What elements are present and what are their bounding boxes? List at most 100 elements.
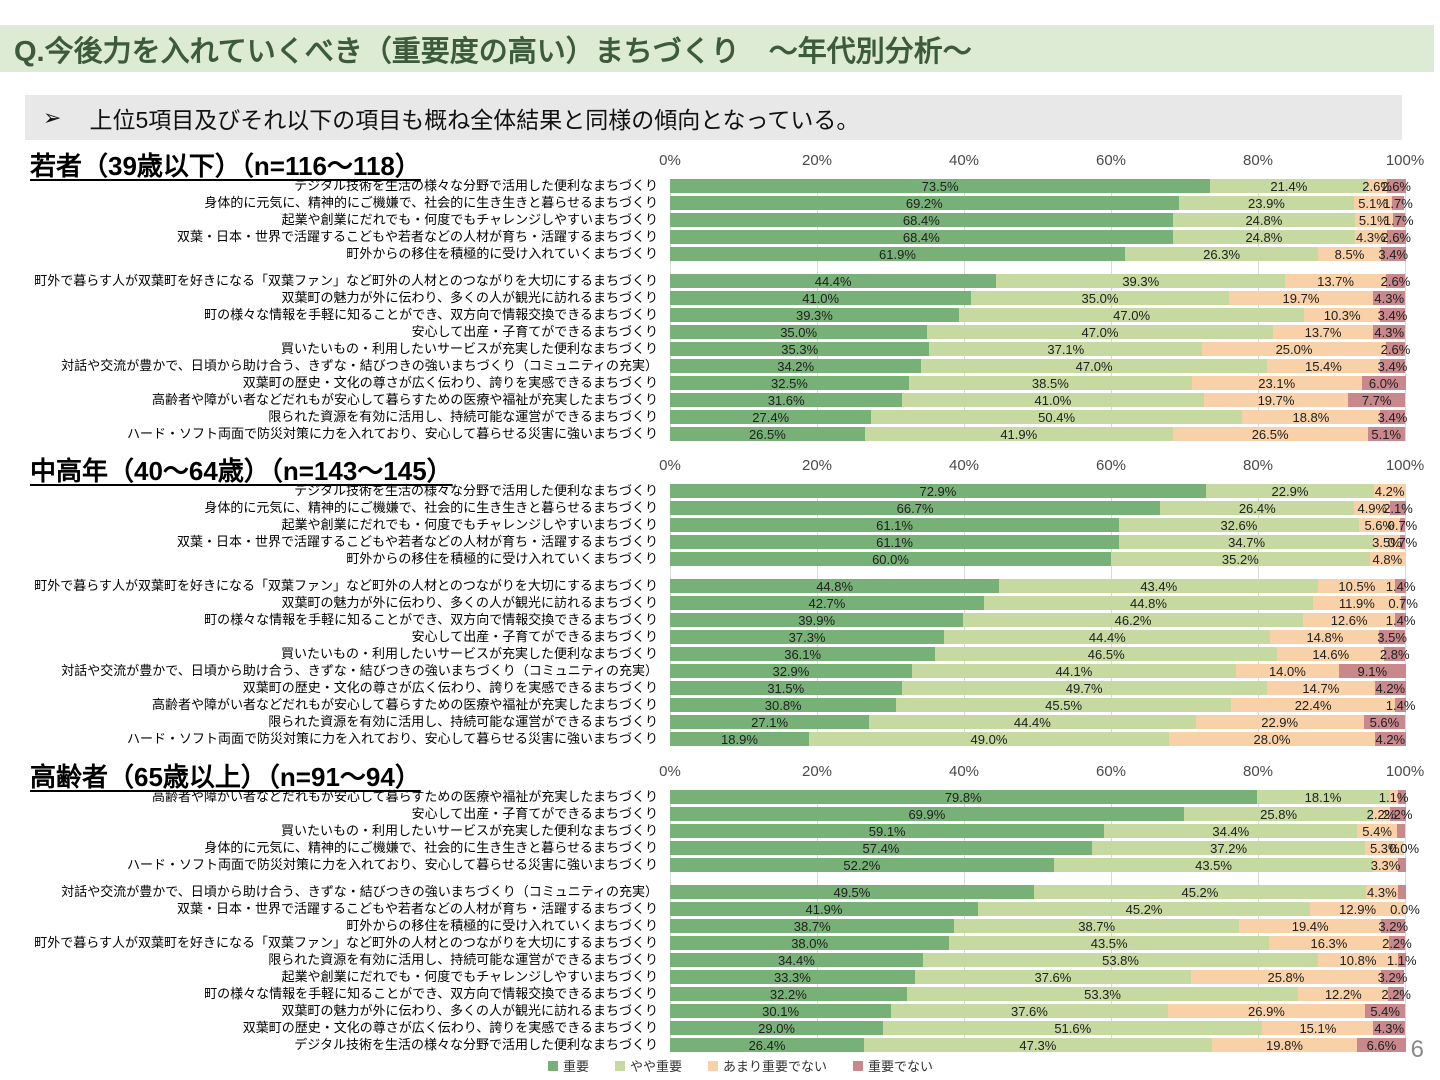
bar-segment [1395,579,1406,593]
bar-segment [1389,790,1398,804]
bar-segment [1380,308,1405,322]
segment-value-label: 69.2% [905,195,943,211]
table-row: 双葉町の歴史・文化の尊さが広く伝わり、誇りを実感できるまちづくり 31.5% 49.… [243,680,1406,696]
bar-segment [1357,1038,1406,1052]
segment-value-label: 1.4% [1385,697,1416,713]
segment-value-label: 49.5% [833,884,871,900]
segment-value-label: 13.7% [1317,273,1354,289]
bar-segment [1385,274,1405,288]
segment-value-label: 38.7% [793,918,831,934]
bar-segment [963,613,1303,627]
segment-value-label: 5.4% [1370,1003,1400,1019]
bar-segment [1191,376,1362,390]
category-label: 限られた資源を有効に活用し、持続可能な運営ができるまちづくり [268,714,658,729]
segment-value-label: 10.8% [1339,952,1377,968]
bar-segment [670,1004,892,1018]
segment-value-label: 38.7% [1078,918,1116,934]
bar-segment [1373,325,1405,339]
axis-tick: 0% [659,457,681,474]
segment-value-label: 60.0% [872,551,909,567]
segment-value-label: 27.1% [751,714,789,730]
legend-item: 重要 [548,1056,589,1075]
segment-value-label: 4.2% [1375,680,1406,696]
segment-value-label: 30.8% [764,697,802,713]
segment-value-label: 3.3% [1370,857,1401,873]
axis-tick: 80% [1242,457,1274,474]
segment-value-label: 51.6% [1054,1020,1092,1036]
axis-tick: 0% [659,763,681,780]
legend-item: 重要でない [853,1056,933,1075]
segment-value-label: 13.7% [1304,324,1342,340]
bar-segment [1395,698,1406,712]
stacked-bar: 66.7% 26.4% 4.9% 2.1% [670,501,1413,516]
bar-segment [1119,518,1359,532]
stacked-bar: 72.9% 22.9% 4.2% [670,484,1405,499]
bar-segment [1397,885,1406,899]
category-label: 双葉町の歴史・文化の尊さが広く伝わり、誇りを実感できるまちづくり [242,680,658,695]
bar-segment [954,919,1239,933]
table-row: デジタル技術を生活の様々な分野で活用した便利なまちづくり 73.5% 21.4% 2.… [294,178,1411,194]
bar-segment [1369,552,1405,566]
bar-segment [902,393,1204,407]
bar-segment [1235,664,1339,678]
bar-segment [1395,613,1406,627]
segment-value-label: 19.8% [1266,1037,1303,1053]
legend-item: あまり重要でない [708,1056,827,1075]
segment-value-label: 47.3% [1019,1037,1057,1053]
segment-value-label: 73.5% [921,178,959,194]
bar-segment [1172,213,1355,227]
bar-segment [1178,196,1355,210]
segment-value-label: 3.5% [1372,534,1402,550]
bar-segment [1266,359,1380,373]
segment-value-label: 16.3% [1310,935,1348,951]
bar-segment [670,824,1105,838]
bar-segment [1210,179,1368,193]
segment-value-label: 2.2% [1366,806,1397,822]
stacked-bar: 35.0% 47.0% 13.7% 4.3% [670,324,1405,340]
segment-value-label: 44.8% [1130,595,1167,611]
segment-value-label: 41.9% [805,901,843,917]
segment-value-label: 15.1% [1299,1020,1337,1036]
segment-value-label: 24.8% [1245,212,1283,228]
bar-segment [1381,919,1405,933]
category-label: 双葉・日本・世界で活躍するこどもや若者などの人材が育ち・活躍するまちづくり [176,901,658,916]
segment-value-label: 4.8% [1372,551,1403,567]
bar-segment [908,376,1192,390]
segment-value-label: 11.9% [1338,595,1375,611]
segment-value-label: 12.2% [1324,986,1362,1002]
category-label: 起業や創業にだれでも・何度でもチャレンジしやすいまちづくり [281,212,658,227]
bar-segment [670,213,1173,227]
segment-value-label: 4.2% [1375,731,1406,747]
bar-segment [670,841,1092,855]
chart-plot: デジタル技術を生活の様々な分野で活用した便利なまちづくり 72.9% 22.9% 4.… [34,483,1418,747]
segment-value-label: 29.0% [758,1020,795,1036]
segment-value-label: 14.7% [1302,680,1340,696]
segment-value-label: 50.4% [1038,409,1076,425]
page-title: Q.今後力を入れていくべき（重要度の高い）まちづくり ～年代別分析～ [14,35,972,68]
segment-value-label: 25.8% [1260,806,1298,822]
bar-segment [935,647,1278,661]
stacked-bar: 73.5% 21.4% 2.6% 2.6% [670,178,1411,194]
category-label: 起業や創業にだれでも・何度でもチャレンジしやすいまちづくり [281,969,658,984]
segment-value-label: 2.6% [1381,229,1411,245]
bar-segment [906,987,1299,1001]
table-row: 町外で暮らす人が双葉町を好きになる「双葉ファン」など町外の人材とのつながりを大切… [34,935,1411,951]
section-title-senior: 高齢者（65歳以上）（n=91～94） [30,762,421,792]
stacked-bar: 68.4% 24.8% 4.3% 2.6% [670,230,1411,245]
axis-tick: 0% [659,152,681,169]
bar-segment [1266,681,1375,695]
stacked-bar: 33.3% 37.6% 25.8% 3.2% [670,969,1407,985]
category-label: 町外からの移住を積極的に受け入れていくまちづくり [346,246,658,261]
segment-value-label: 44.1% [1055,663,1093,679]
segment-value-label: 5.3% [1369,840,1400,856]
segment-value-label: 22.9% [1261,714,1299,730]
bar-segment [1365,1004,1405,1018]
table-row: 限られた資源を有効に活用し、持続可能な運営ができるまちづくり 27.1% 44.4%… [268,714,1405,730]
segment-value-label: 46.2% [1114,612,1152,628]
stacked-bar: 42.7% 44.8% 11.9% 0.7% [670,595,1418,611]
bar-segment [1228,291,1374,305]
segment-value-label: 43.5% [1090,935,1128,951]
bar-segment [1386,179,1406,193]
segment-value-label: 25.8% [1267,969,1305,985]
bar-segment [670,613,964,627]
